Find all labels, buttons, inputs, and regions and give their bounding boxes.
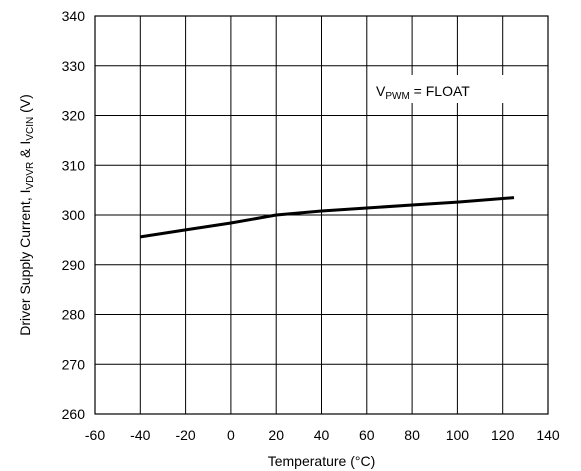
x-tick-label: -20 bbox=[175, 427, 195, 443]
y-axis-title: Driver Supply Current, IVDVR & IVCIN (V) bbox=[17, 94, 36, 336]
y-axis-title-prefix: Driver Supply Current, I bbox=[17, 190, 33, 336]
x-tick-label: 100 bbox=[446, 427, 470, 443]
y-axis-title-mid: & I bbox=[17, 141, 33, 162]
y-axis-title-sub2: VCIN bbox=[25, 117, 36, 141]
y-tick-label: 280 bbox=[62, 307, 86, 323]
series-line bbox=[140, 196, 515, 239]
y-tick-label: 300 bbox=[62, 207, 86, 223]
y-tick-label: 340 bbox=[62, 8, 86, 24]
y-tick-label: 310 bbox=[62, 157, 86, 173]
y-tick-label: 270 bbox=[62, 356, 86, 372]
x-tick-label: 120 bbox=[491, 427, 515, 443]
x-tick-label: 0 bbox=[227, 427, 235, 443]
y-tick-label: 320 bbox=[62, 108, 86, 124]
plot-frame bbox=[94, 15, 549, 415]
y-tick-label: 330 bbox=[62, 58, 86, 74]
x-tick-label: -40 bbox=[130, 427, 150, 443]
x-tick-label: 60 bbox=[359, 427, 375, 443]
x-axis-title: Temperature (°C) bbox=[268, 453, 376, 469]
y-tick-label: 260 bbox=[62, 406, 86, 422]
x-tick-label: 20 bbox=[268, 427, 284, 443]
series-layer bbox=[140, 196, 515, 239]
annotation-prefix: V bbox=[376, 83, 386, 99]
y-tick-labels: 260 270 280 290 300 310 320 330 340 bbox=[62, 8, 86, 422]
x-tick-label: 140 bbox=[536, 427, 560, 443]
y-tick-label: 290 bbox=[62, 257, 86, 273]
annotation-box bbox=[370, 75, 510, 103]
annotation-suffix: = FLOAT bbox=[410, 83, 470, 99]
x-tick-labels: -60 -40 -20 0 20 40 60 80 100 120 140 bbox=[85, 427, 560, 443]
x-tick-label: 40 bbox=[314, 427, 330, 443]
y-axis-title-suffix: (V) bbox=[17, 94, 33, 117]
y-axis-title-sub1: VDVR bbox=[25, 162, 36, 190]
annotation-subscript: PWM bbox=[385, 91, 409, 102]
annotation-label: VPWM = FLOAT bbox=[376, 83, 470, 102]
x-tick-label: -60 bbox=[85, 427, 105, 443]
x-tick-label: 80 bbox=[404, 427, 420, 443]
